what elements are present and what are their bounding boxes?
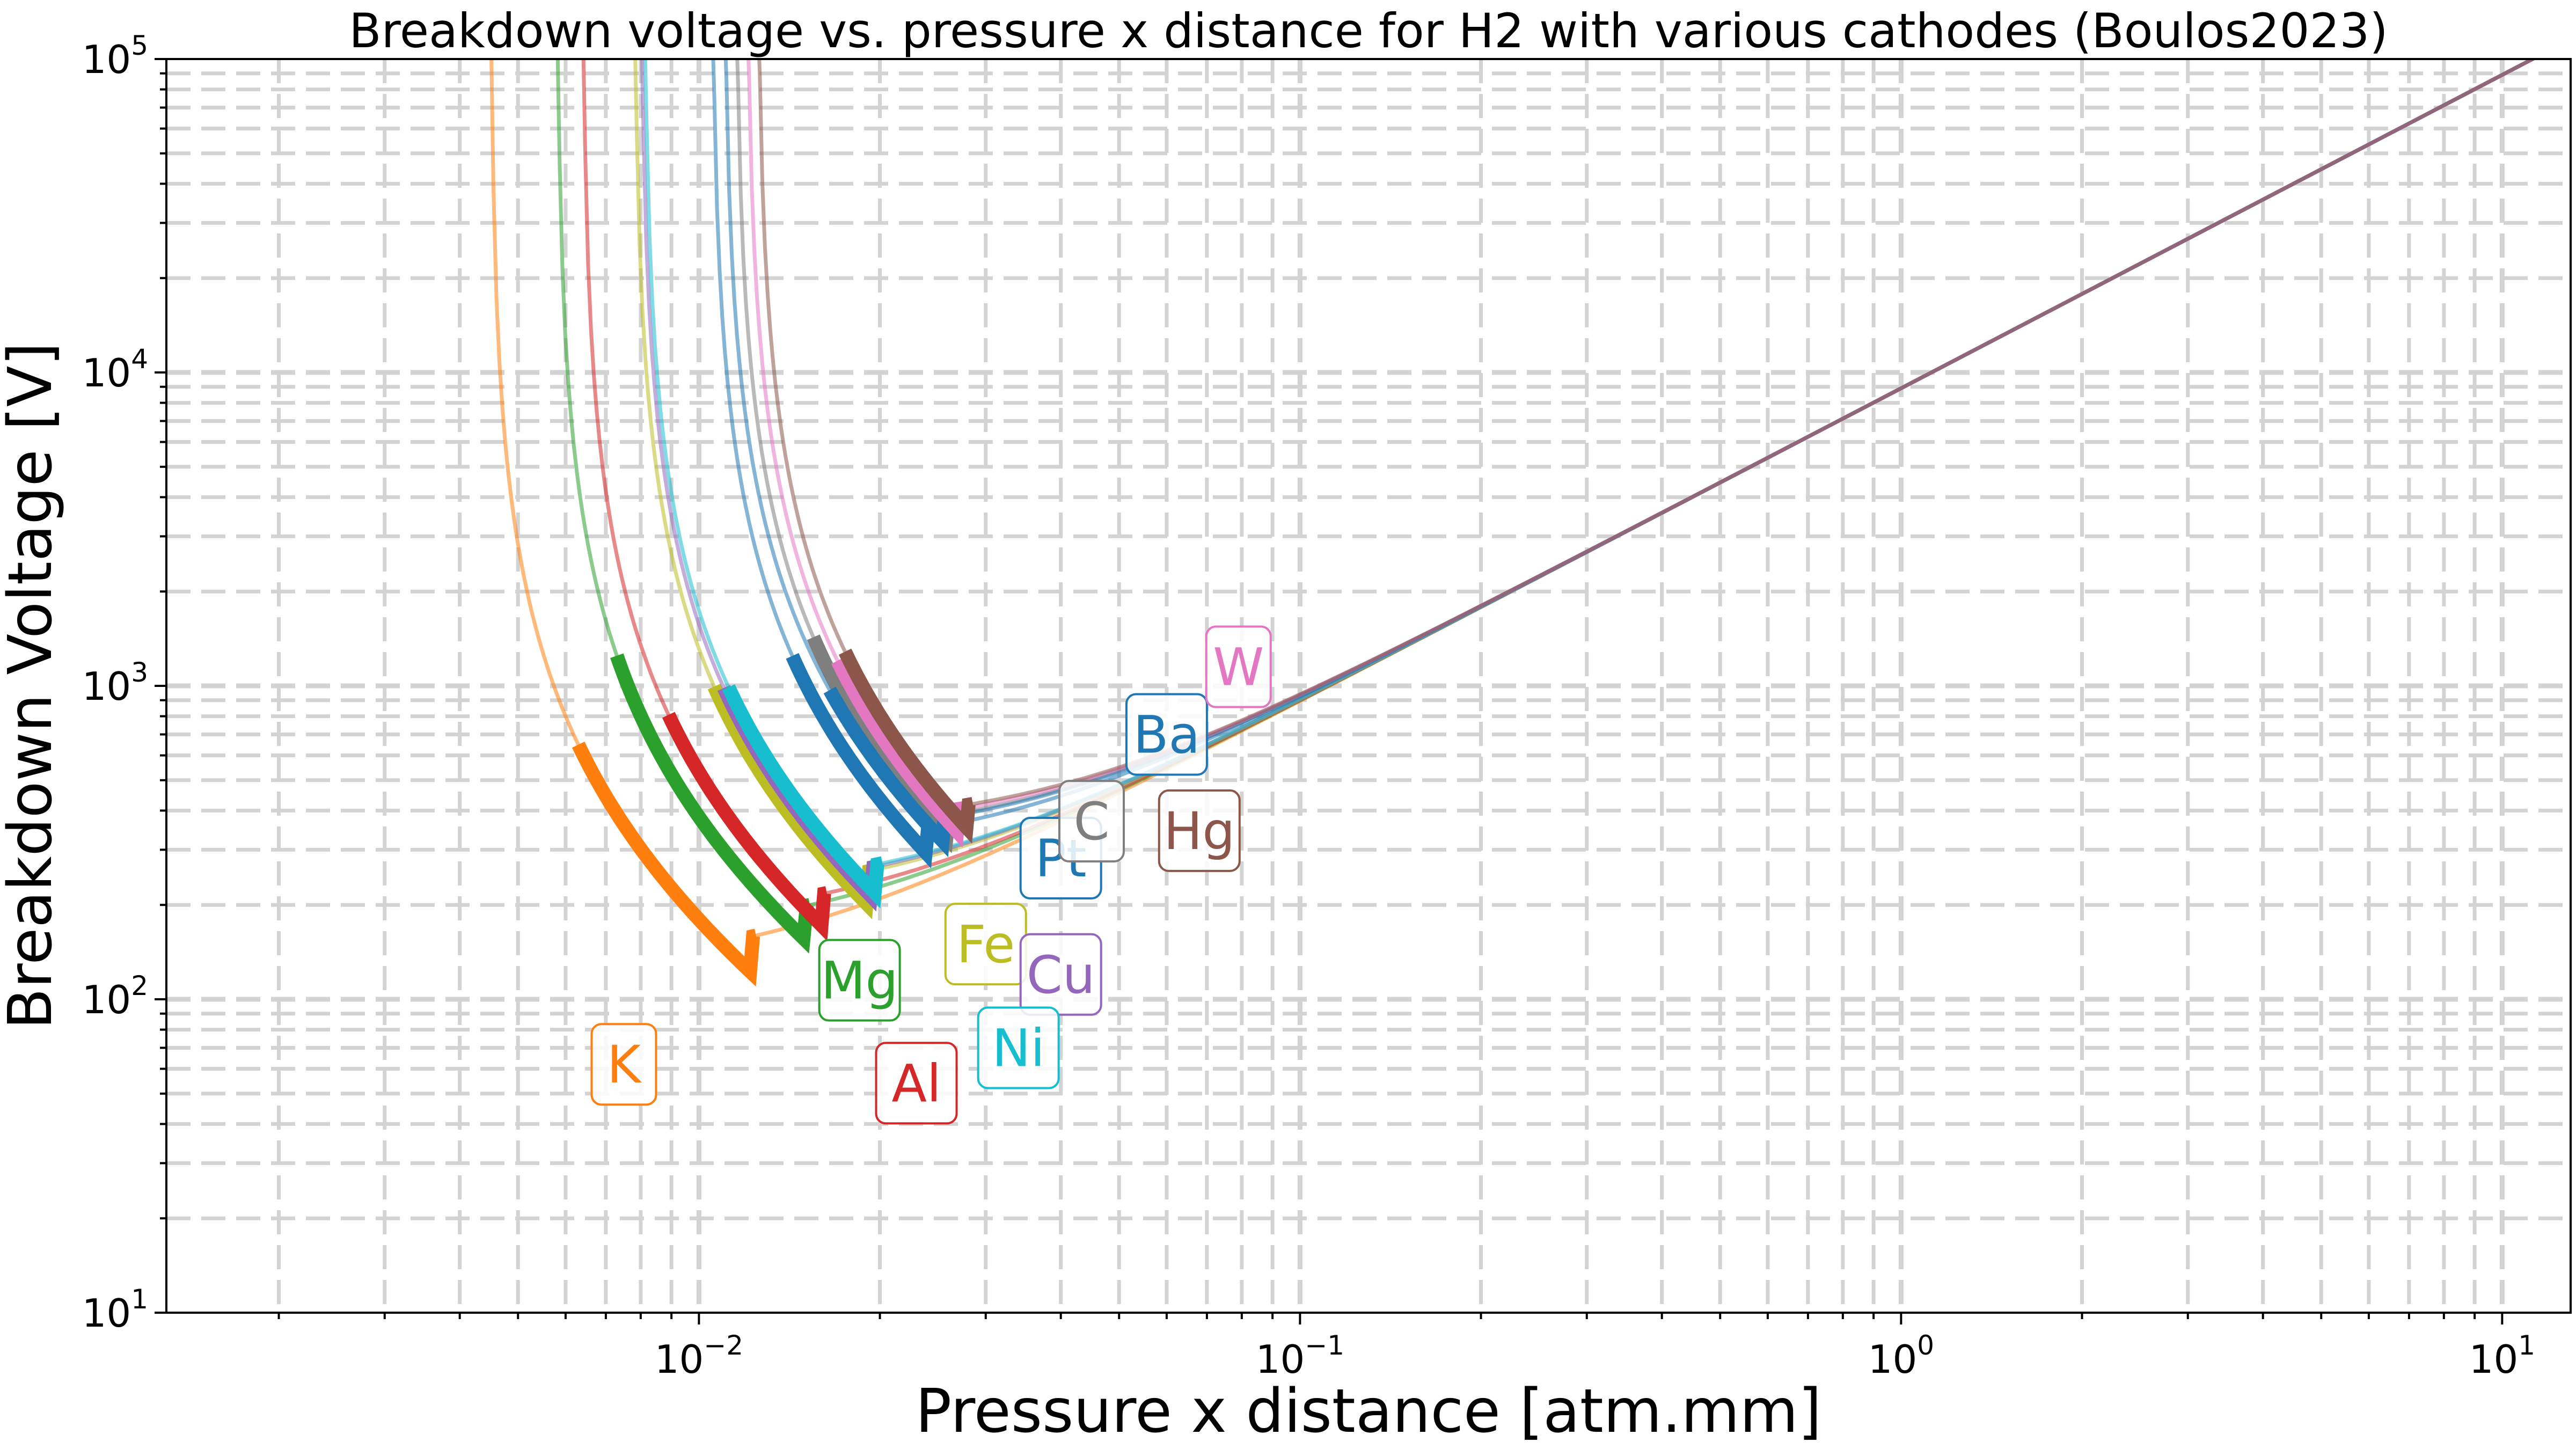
y-tick-label: 103 [82, 657, 148, 709]
series-highlight [572, 741, 760, 987]
chart-title: Breakdown voltage vs. pressure x distanc… [349, 3, 2388, 58]
x-tick-label: 10−1 [1256, 1330, 1344, 1382]
series-label-fe: Fe [944, 903, 1027, 986]
series-label-c: C [1058, 780, 1125, 863]
series-label-text: Fe [956, 914, 1015, 975]
series-label-text: Ba [1133, 705, 1201, 765]
series-label-text: Mg [821, 951, 898, 1011]
series-highlight [838, 648, 976, 844]
series-label-al: Al [875, 1042, 958, 1125]
y-tick-label: 102 [82, 970, 148, 1022]
series-highlight [722, 684, 884, 909]
series-label-cu: Cu [1019, 933, 1102, 1016]
x-tick-label: 101 [2469, 1330, 2535, 1382]
series-label-text: Al [891, 1053, 941, 1114]
series-highlight [786, 653, 935, 869]
series-labels: KMgAlFeCuNiPtCBaWHg [590, 625, 1272, 1125]
series-label-text: Cu [1027, 945, 1095, 1005]
y-tick-label: 105 [82, 30, 148, 82]
series-label-w: W [1205, 625, 1272, 708]
grid-lines [166, 59, 2571, 1313]
axis-ticks: 10−2 10−1 100 101 101 102 103 104 105 [82, 30, 2536, 1382]
series-hg [757, 59, 2537, 844]
x-axis-label: Pressure x distance [atm.mm] [916, 1377, 1822, 1446]
series-label-text: K [607, 1035, 642, 1095]
y-tick-label: 101 [82, 1284, 148, 1336]
x-tick-label: 10−2 [655, 1330, 743, 1382]
series-label-text: C [1073, 792, 1109, 852]
series-label-ni: Ni [977, 1006, 1060, 1089]
y-tick-label: 104 [82, 343, 148, 396]
series-label-text: Ni [992, 1018, 1044, 1078]
series-label-ba: Ba [1125, 693, 1208, 776]
series-label-k: K [590, 1023, 657, 1106]
series-layer [489, 59, 2537, 987]
series-highlight [610, 653, 814, 954]
series-line [757, 59, 2537, 832]
series-label-mg: Mg [818, 939, 901, 1022]
y-axis-label: Breakdown Voltage [V] [0, 342, 65, 1029]
series-highlight [662, 712, 831, 941]
series-label-text: W [1213, 638, 1264, 698]
x-tick-label: 100 [1868, 1330, 1934, 1382]
series-highlight [831, 657, 967, 848]
series-highlight [823, 686, 952, 858]
series-label-hg: Hg [1158, 789, 1241, 872]
series-label-text: Hg [1163, 801, 1235, 861]
series-highlight [707, 684, 876, 919]
